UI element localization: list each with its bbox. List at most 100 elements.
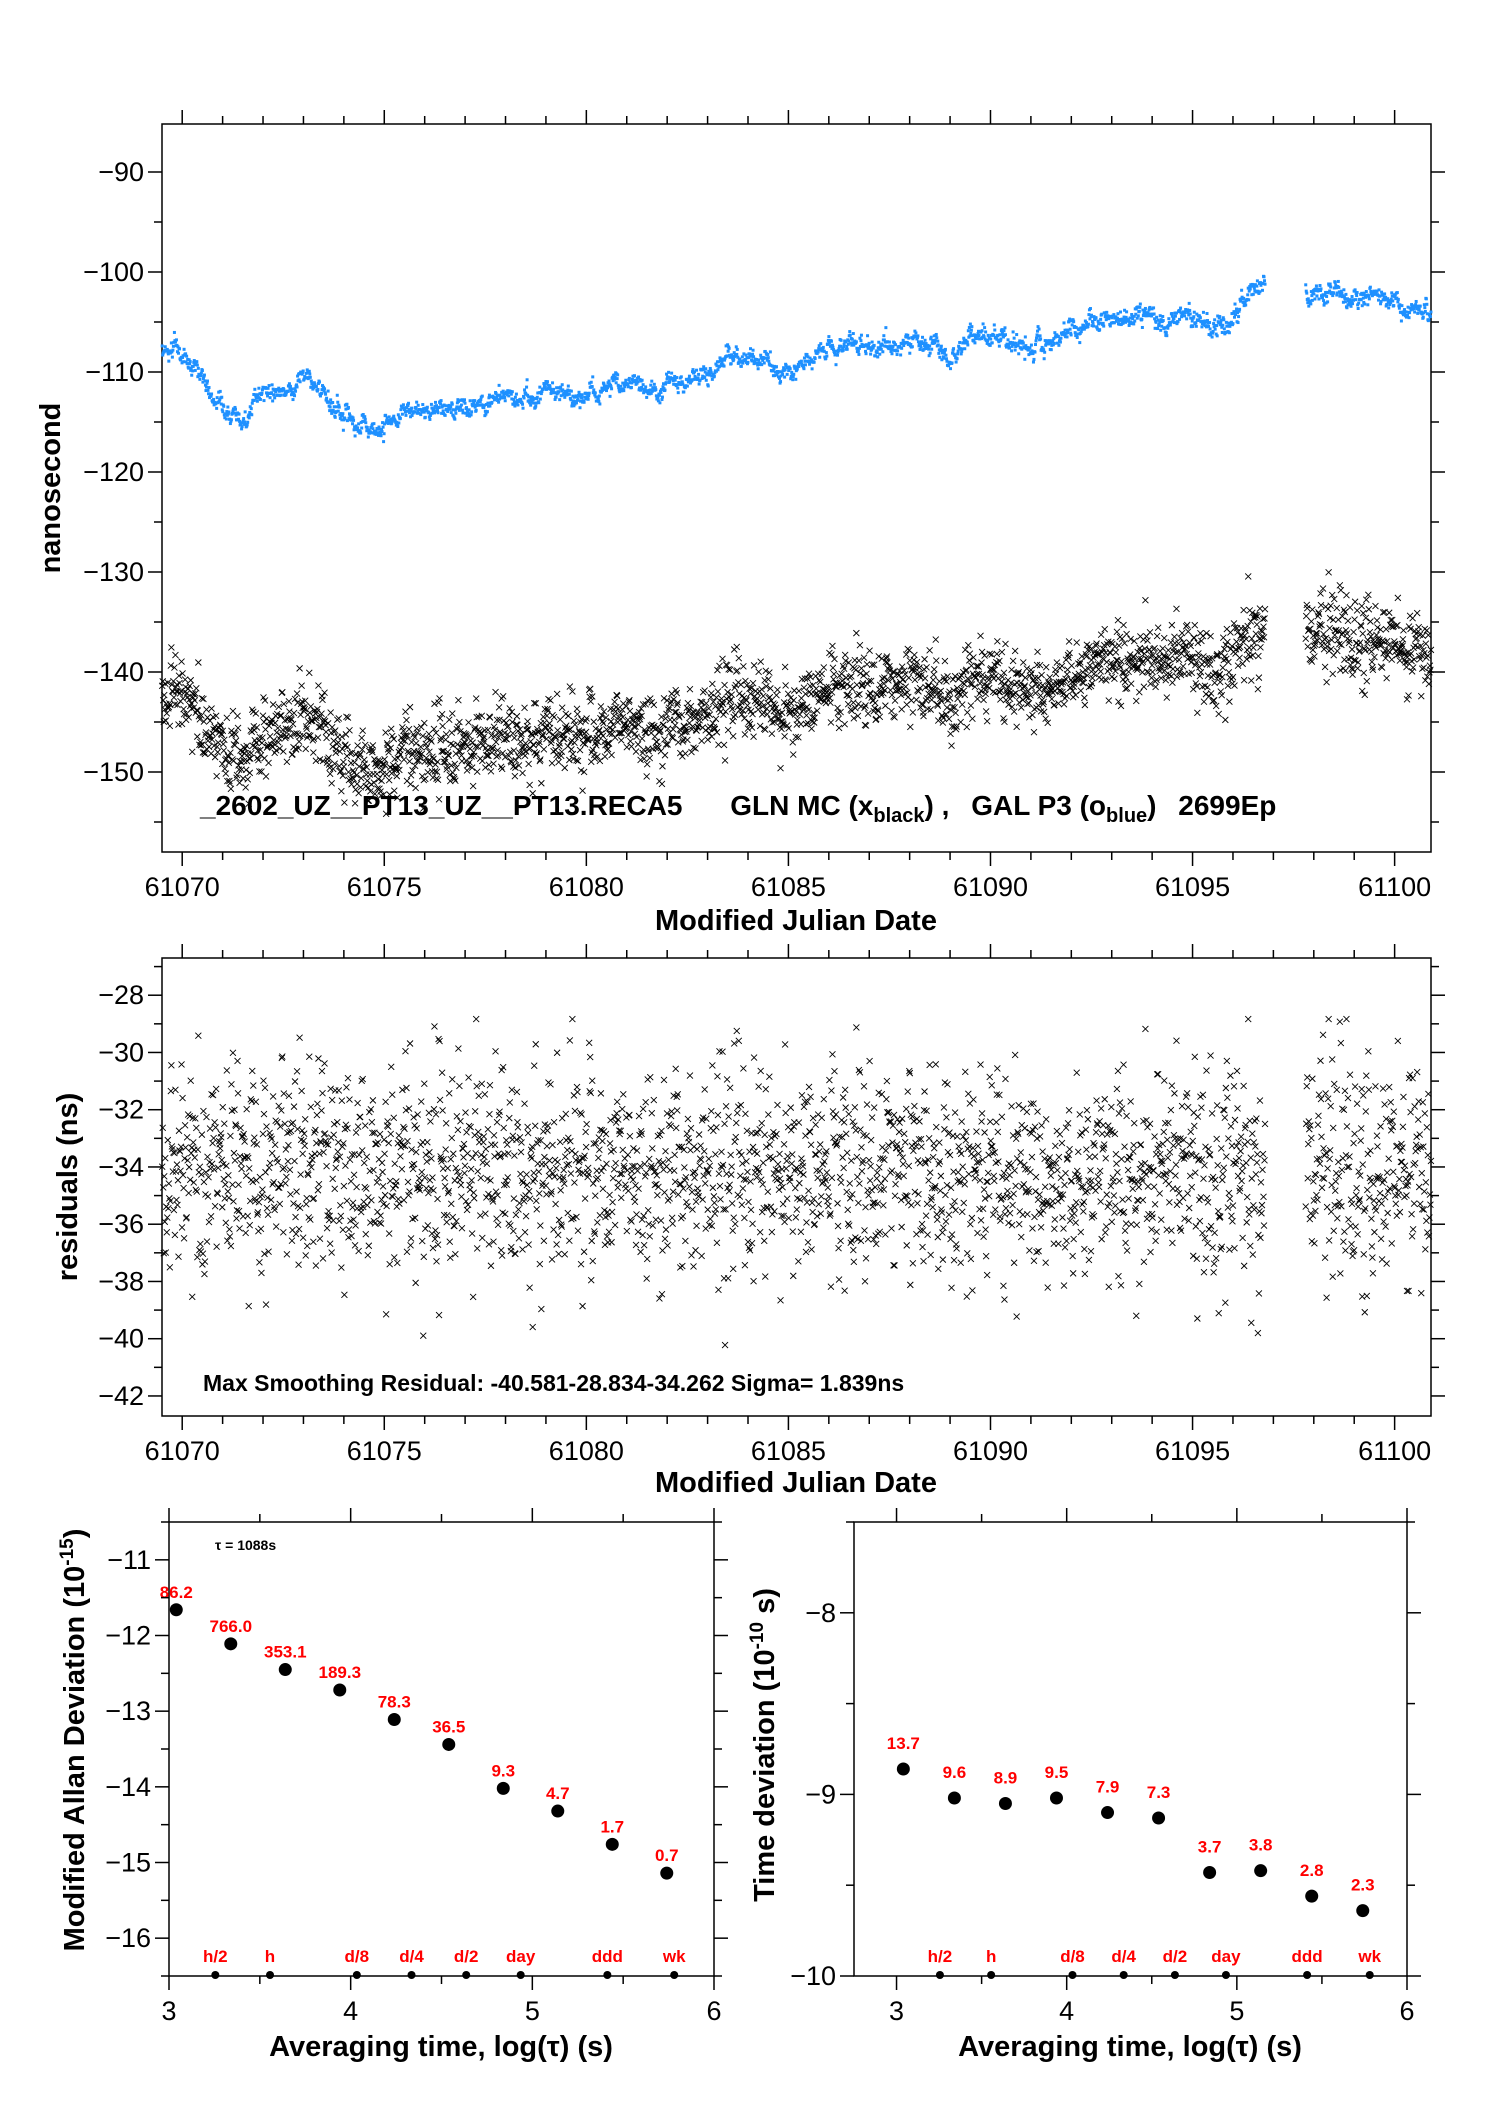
gal-p3-point [629,385,633,389]
gln-mc-point [273,710,281,718]
gal-p3-point [540,390,544,394]
gln-mc-point [645,747,653,755]
gln-mc-point [857,670,864,677]
gal-p3-point [304,371,308,375]
gal-p3-point [1416,311,1420,315]
gln-mc-point [168,681,176,689]
gln-mc-point [654,723,662,731]
gal-p3-point [255,399,259,403]
gal-p3-point [327,400,331,404]
gln-mc-point [499,749,506,757]
gal-p3-point [479,397,483,401]
gln-mc-point [625,698,633,705]
gal-p3-point [1003,326,1007,330]
gln-mc-point [181,676,189,683]
gln-mc-point [956,673,963,681]
gal-p3-point [1065,335,1069,339]
gln-mc-point [282,725,290,733]
gal-p3-point [232,411,236,415]
gal-p3-point [355,427,359,431]
gln-mc-point [708,689,715,697]
gal-p3-point [1263,279,1267,283]
gln-mc-point [289,751,296,758]
gal-p3-point [378,427,382,431]
gal-p3-point [434,409,438,413]
gal-p3-point [648,388,652,392]
gln-mc-point [517,738,524,746]
gln-mc-point [1175,656,1183,664]
gal-p3-point [1108,324,1112,328]
gln-mc-point [921,655,928,663]
gal-p3-point [1248,287,1252,291]
gln-mc-point [438,710,446,718]
gal-p3-point [243,420,247,424]
gln-mc-point [829,664,837,672]
gln-mc-point [1255,674,1263,681]
gal-p3-point [1427,318,1431,322]
gal-p3-point [258,397,262,401]
gln-mc-point [482,764,489,771]
residual-point [182,1144,189,1151]
gln-mc-point [435,795,443,803]
gln-mc-point [528,731,536,739]
gln-mc-point [633,733,640,741]
gln-mc-point [256,733,264,741]
gal-p3-point [613,375,617,379]
gal-p3-point [180,361,184,365]
gal-p3-point [518,397,522,401]
gln-mc-point [714,688,722,695]
gal-p3-point [207,392,211,396]
gln-mc-point [355,763,363,770]
gln-mc-point [686,685,694,693]
gal-p3-point [609,385,613,389]
gal-p3-point [267,384,271,388]
legend-series-1: GLN MC (x [730,790,874,821]
gln-mc-point [481,738,488,746]
gal-p3-point [484,412,488,416]
gal-p3-point [590,385,594,389]
legend-tag: 2699Ep [1178,790,1276,821]
gal-p3-point [670,371,674,375]
gln-mc-point [364,797,372,805]
gln-mc-point [521,752,529,759]
gln-mc-point [1166,671,1173,679]
gal-p3-point [505,391,509,395]
gal-p3-point [321,384,325,388]
gln-mc-point [558,704,566,712]
gal-p3-point [553,391,557,395]
gal-p3-point [555,386,559,390]
gal-p3-point [538,385,542,389]
gln-mc-point [472,695,480,702]
gal-p3-point [929,335,933,339]
gln-mc-point [369,748,376,756]
gal-p3-point [351,422,355,426]
gln-mc-point [862,702,869,709]
gal-p3-point [966,343,970,347]
gln-mc-point [409,767,416,774]
gal-p3-point [794,377,798,381]
gln-mc-point [492,688,499,696]
gln-mc-point [802,720,810,728]
gal-p3-point [586,397,590,401]
gln-mc-point [170,694,178,701]
gal-p3-point [1326,300,1330,304]
gln-mc-point [1180,639,1187,646]
gal-p3-point [430,411,434,415]
gln-mc-point [643,773,651,780]
gln-mc-point [617,736,625,744]
gln-mc-point [219,740,227,748]
gln-mc-point [358,746,366,753]
gal-p3-point [1336,279,1340,283]
gln-mc-point [344,714,352,721]
gal-p3-point [205,379,209,383]
gal-p3-point [172,340,176,344]
gal-p3-point [220,408,224,412]
residual-point [181,1155,188,1162]
gln-mc-point [827,699,834,706]
gal-p3-point [170,350,174,354]
gal-p3-point [444,404,448,408]
gln-mc-point [432,761,439,768]
gal-p3-point [188,362,192,366]
gal-p3-point [295,383,299,387]
gln-mc-point [1068,662,1075,669]
